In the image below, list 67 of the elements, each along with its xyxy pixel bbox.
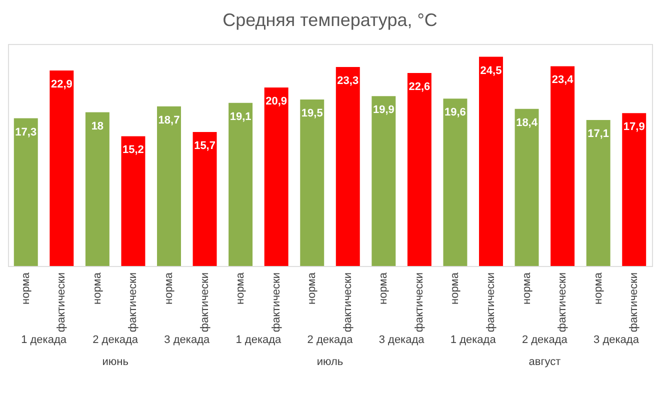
text: 3 декада (164, 334, 210, 346)
x-tick-label: фактически (413, 272, 426, 332)
x-tick-label: фактически (628, 272, 640, 332)
text: 2 декада (522, 334, 568, 346)
data-label: 15,7 (194, 140, 216, 152)
chart-title: Средняя температура, °C (222, 10, 438, 30)
text: июль (316, 356, 344, 368)
text: август (528, 356, 561, 368)
bar (14, 118, 38, 266)
x-tick-label: фактически (485, 272, 497, 332)
x-tick-label: норма (592, 272, 604, 304)
x-tick-label: норма (449, 272, 462, 304)
x-tick-label: норма (20, 272, 32, 304)
data-label: 18 (91, 120, 104, 132)
x-tick-label: норма (520, 272, 533, 304)
data-label: 19,6 (444, 106, 466, 119)
bar (622, 113, 646, 266)
data-label: 22,9 (50, 78, 72, 90)
text: 1 декада (450, 334, 497, 346)
x-tick-label: фактически (342, 272, 354, 332)
text: 1 декада (21, 334, 68, 346)
x-tick-label: норма (163, 272, 175, 304)
bar (407, 73, 432, 266)
data-label: 20,9 (266, 96, 288, 108)
bar (228, 102, 253, 266)
data-label: 23,4 (552, 74, 574, 86)
x-tick-label: фактически (556, 272, 569, 332)
x-tick-label: норма (306, 272, 318, 304)
data-label: 18,4 (516, 116, 538, 129)
bar (157, 106, 181, 266)
bar (121, 136, 146, 266)
x-tick-label: фактически (198, 272, 211, 332)
data-label: 17,9 (623, 121, 645, 134)
text: 1 декада (236, 334, 282, 346)
data-label: 19,1 (230, 110, 252, 123)
bar (550, 66, 575, 266)
data-label: 18,7 (158, 114, 180, 126)
bar (300, 100, 324, 266)
bar (85, 112, 110, 266)
bar (479, 56, 503, 266)
x-tick-label: норма (234, 272, 247, 304)
x-tick-label: норма (91, 272, 104, 304)
data-label: 24,5 (480, 64, 502, 77)
text: июнь (102, 356, 129, 368)
data-label: 17,1 (588, 128, 610, 140)
bar (443, 98, 468, 266)
data-label: 15,2 (122, 144, 144, 156)
text: 2 декада (92, 334, 139, 346)
text: 3 декада (594, 334, 640, 346)
x-tick-label: фактически (270, 272, 282, 332)
bar (264, 88, 288, 266)
bar (372, 96, 396, 266)
text: 3 декада (378, 334, 426, 346)
x-tick-label: фактически (127, 272, 140, 332)
data-label: 22,6 (408, 81, 430, 94)
bar (50, 70, 74, 266)
data-label: 23,3 (337, 75, 359, 88)
x-tick-label: фактически (56, 272, 68, 332)
x-tick-label: норма (378, 272, 390, 304)
data-label: 19,9 (372, 104, 394, 116)
bar (336, 67, 360, 266)
text: 2 декада (307, 334, 354, 346)
data-label: 19,5 (301, 108, 323, 120)
bar (586, 120, 610, 266)
bar (514, 108, 539, 266)
data-label: 17,3 (15, 126, 37, 138)
bar (192, 132, 217, 266)
